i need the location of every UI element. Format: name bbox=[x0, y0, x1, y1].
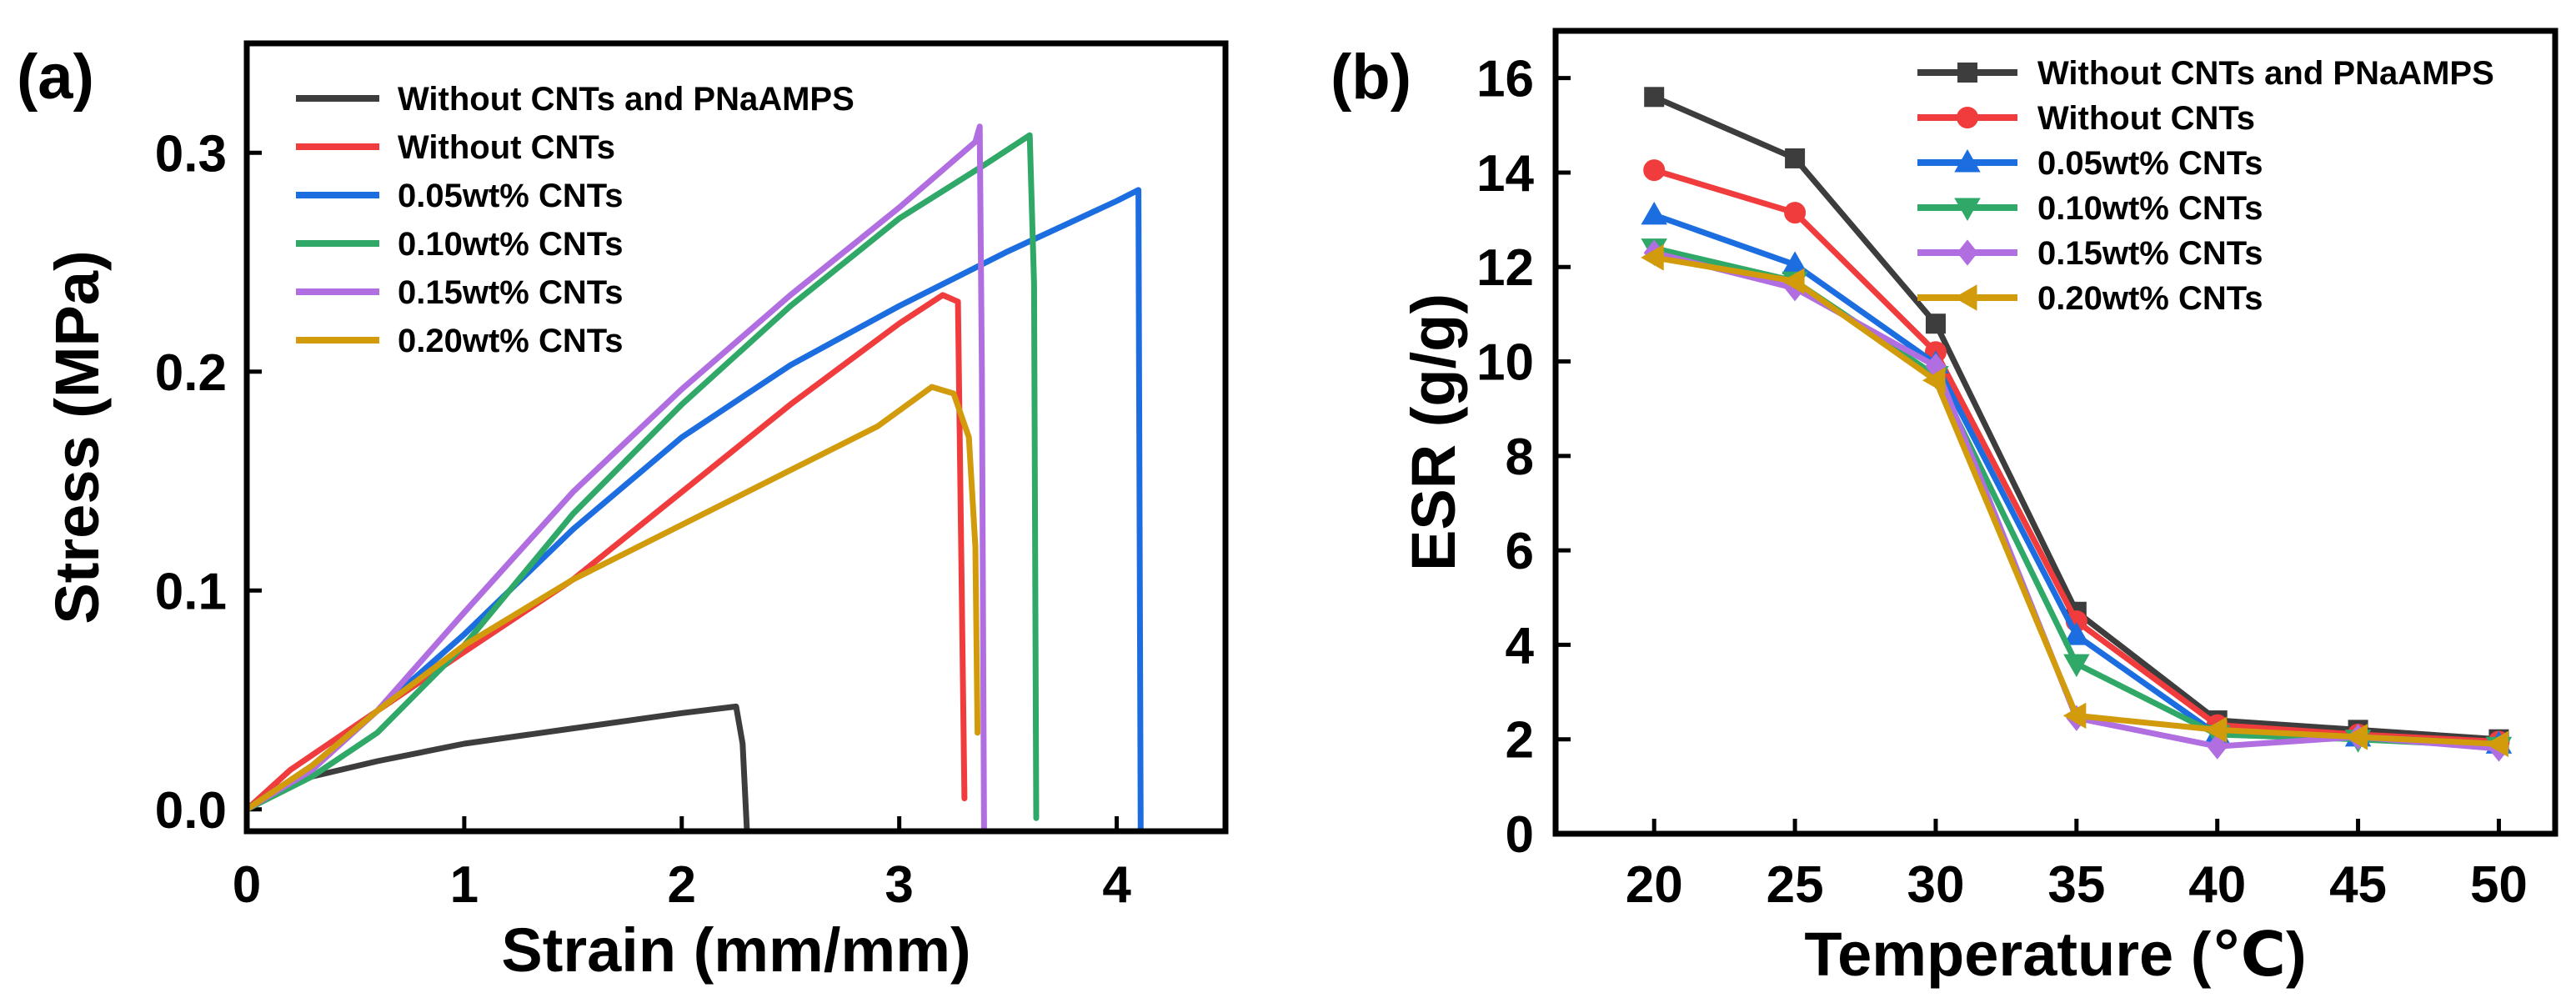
series-line-0-05wt-cnts bbox=[247, 187, 1144, 831]
data-point-0-20wt-cnts bbox=[2344, 724, 2368, 750]
data-point-0-20wt-cnts bbox=[1641, 244, 1664, 271]
legend-label: 0.10wt% CNTs bbox=[2037, 190, 2263, 227]
y-tick-label: 0.2 bbox=[155, 344, 227, 402]
panel-label: (b) bbox=[1331, 42, 1411, 113]
x-axis-title: Temperature (℃) bbox=[1804, 920, 2306, 989]
x-tick-label: 35 bbox=[2047, 856, 2105, 914]
legend-label: 0.20wt% CNTs bbox=[398, 323, 623, 359]
x-tick-label: 3 bbox=[885, 856, 913, 914]
series-line-0-10wt-cnts bbox=[247, 132, 1040, 821]
y-tick-label: 0.1 bbox=[155, 563, 227, 620]
legend-label: 0.10wt% CNTs bbox=[398, 226, 623, 263]
y-tick-label: 14 bbox=[1476, 145, 1534, 203]
y-tick-label: 0.0 bbox=[155, 782, 227, 840]
legend-label: 0.15wt% CNTs bbox=[2037, 235, 2263, 272]
y-tick-label: 0 bbox=[1506, 806, 1534, 864]
legend-label: Without CNTs bbox=[2037, 100, 2255, 137]
data-point-0-15wt-cnts bbox=[2207, 733, 2228, 760]
x-tick-label: 45 bbox=[2329, 856, 2387, 914]
y-axis-title: Stress (MPa) bbox=[43, 250, 112, 624]
panel-b-esr-temperature: (b) 20 25 30 35 40 45 50 0 2 4 6 8 10 12 14 16 Temperatur… bbox=[1331, 28, 2558, 989]
x-tick-label: 0 bbox=[233, 856, 261, 914]
data-point-0-20wt-cnts bbox=[2203, 716, 2228, 744]
y-tick-label: 16 bbox=[1476, 51, 1534, 108]
legend-marker-without-cnts-and-pnaamps bbox=[1957, 63, 1977, 83]
x-tick-label: 50 bbox=[2470, 856, 2528, 914]
y-tick-label: 0.3 bbox=[155, 125, 227, 183]
x-tick-label: 25 bbox=[1767, 856, 1824, 914]
data-point-without-cnts-and-pnaamps bbox=[1644, 87, 1665, 108]
data-point-0-20wt-cnts bbox=[2485, 730, 2508, 758]
data-point-0-10wt-cnts bbox=[2063, 654, 2090, 678]
y-tick-label: 8 bbox=[1506, 429, 1534, 486]
legend: Without CNTs and PNaAMPS Without CNTs 0.05… bbox=[1917, 55, 2494, 317]
y-tick-label: 10 bbox=[1476, 334, 1534, 392]
data-point-0-20wt-cnts bbox=[2062, 702, 2087, 730]
series-line-without-cnts bbox=[247, 292, 968, 813]
legend-label: 0.05wt% CNTs bbox=[2037, 145, 2263, 182]
y-axis-title: ESR (g/g) bbox=[1399, 293, 1468, 571]
data-point-0-05wt-cnts bbox=[2063, 622, 2090, 645]
y-tick-label: 6 bbox=[1506, 523, 1534, 580]
y-tick-label: 4 bbox=[1506, 617, 1535, 675]
plot-frame bbox=[243, 40, 1229, 835]
y-tick-label: 12 bbox=[1476, 239, 1534, 297]
x-tick-label: 20 bbox=[1626, 856, 1683, 914]
data-point-without-cnts-and-pnaamps bbox=[1925, 313, 1946, 334]
legend-marker-without-cnts bbox=[1957, 107, 1978, 128]
plot-frame bbox=[1552, 28, 2558, 837]
legend-marker-0-20wt-cnts bbox=[1953, 284, 1977, 311]
legend-label: 0.20wt% CNTs bbox=[2037, 280, 2263, 317]
panel-label: (a) bbox=[17, 42, 94, 113]
legend-label: Without CNTs bbox=[398, 129, 615, 166]
legend: Without CNTs and PNaAMPS Without CNTs 0.05… bbox=[296, 81, 854, 359]
panel-a-stress-strain: (a) 0 1 2 3 4 0.0 0.1 0.2 0.3 Strain (mm/mm) Stress… bbox=[17, 40, 1229, 985]
legend-label: 0.05wt% CNTs bbox=[398, 178, 623, 214]
legend-label: 0.15wt% CNTs bbox=[398, 274, 623, 311]
x-tick-label: 30 bbox=[1907, 856, 1964, 914]
legend-marker-0-10wt-cnts bbox=[1954, 198, 1981, 222]
data-point-0-20wt-cnts bbox=[1922, 367, 1946, 394]
x-tick-label: 40 bbox=[2188, 856, 2246, 914]
x-tick-label: 4 bbox=[1102, 856, 1131, 914]
data-point-without-cnts bbox=[1643, 159, 1666, 182]
x-tick-label: 2 bbox=[668, 856, 696, 914]
data-point-0-20wt-cnts bbox=[1782, 268, 1805, 294]
legend-marker-0-05wt-cnts bbox=[1954, 148, 1981, 173]
series-line-0-20wt-cnts bbox=[247, 384, 981, 813]
legend-label: Without CNTs and PNaAMPS bbox=[398, 81, 854, 118]
legend-label: Without CNTs and PNaAMPS bbox=[2037, 55, 2494, 92]
x-axis-title: Strain (mm/mm) bbox=[501, 915, 970, 985]
data-point-0-05wt-cnts bbox=[1641, 201, 1667, 225]
x-tick-label: 1 bbox=[450, 856, 479, 914]
data-point-without-cnts bbox=[1784, 202, 1807, 224]
data-point-without-cnts-and-pnaamps bbox=[1785, 148, 1806, 168]
legend-marker-0-15wt-cnts bbox=[1957, 239, 1978, 266]
y-tick-label: 2 bbox=[1506, 712, 1534, 770]
